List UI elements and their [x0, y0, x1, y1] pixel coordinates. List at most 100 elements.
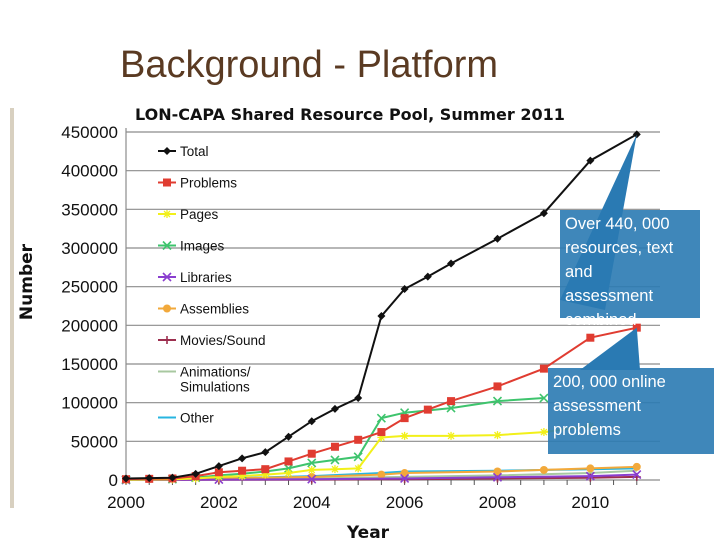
- data-point-assemblies: [632, 462, 641, 471]
- data-point-libraries: [492, 472, 503, 482]
- legend-label: Libraries: [180, 270, 232, 285]
- series-lines: [121, 130, 642, 485]
- callout-1: Over 440, 000 resources, text and assessmen…: [560, 134, 700, 329]
- data-point-total: [330, 404, 339, 413]
- callout-2: 200, 000 online assessment problems: [548, 327, 714, 454]
- legend-marker: [163, 178, 171, 187]
- series-line-pages: [125, 424, 591, 481]
- callout-box: [548, 368, 714, 454]
- legend-item-other: Other: [158, 411, 214, 426]
- data-point-total: [145, 474, 154, 483]
- data-point-pages: [214, 472, 223, 481]
- legend-label: Problems: [180, 176, 237, 191]
- data-point-pages: [261, 470, 270, 479]
- data-point-problems: [214, 468, 223, 477]
- legend-marker: [163, 304, 171, 313]
- data-point-total: [377, 312, 386, 321]
- data-point-assemblies: [539, 465, 548, 474]
- data-point-images: [307, 458, 317, 468]
- series-total: [122, 130, 641, 483]
- data-point-pages: [447, 431, 456, 440]
- data-point-problems: [354, 435, 363, 444]
- x-axis-label: Year: [346, 523, 390, 540]
- legend-item-images: Images: [158, 239, 225, 254]
- data-point-pages: [354, 464, 363, 473]
- callout-text-line: assessment: [553, 397, 641, 415]
- data-point-pages: [284, 469, 293, 478]
- legend-label: Animations/: [180, 365, 251, 380]
- data-point-pages: [400, 431, 409, 440]
- data-point-pages: [539, 428, 548, 437]
- data-point-total: [539, 209, 548, 218]
- callout-text-line: assessment: [565, 287, 653, 305]
- legend-item-movies-sound: Movies/Sound: [158, 333, 266, 348]
- data-point-total: [354, 394, 363, 403]
- legend-item-assemblies: Assemblies: [158, 302, 249, 317]
- y-tick-label: 400000: [61, 162, 118, 181]
- y-tick-label: 200000: [61, 316, 118, 335]
- data-point-total: [261, 448, 270, 457]
- callout-text-line: problems: [553, 421, 621, 439]
- x-tick-label: 2000: [107, 493, 145, 512]
- chart-title: LON-CAPA Shared Resource Pool, Summer 20…: [135, 105, 565, 124]
- data-point-problems: [586, 333, 595, 342]
- data-point-total: [214, 462, 223, 471]
- data-point-libraries: [632, 470, 642, 480]
- data-point-problems: [330, 442, 339, 451]
- x-tick-label: 2010: [571, 493, 609, 512]
- callout-text-line: resources, text: [565, 239, 674, 257]
- legend-item-libraries: Libraries: [158, 270, 232, 285]
- data-point-total: [400, 284, 409, 293]
- data-point-total: [423, 272, 432, 281]
- y-tick-label: 450000: [61, 123, 118, 142]
- callout-text-line: 200, 000 online: [553, 373, 666, 391]
- legend-item-problems: Problems: [158, 176, 237, 191]
- legend-label: Images: [180, 239, 225, 254]
- data-point-pages: [330, 465, 339, 474]
- data-point-libraries: [400, 473, 410, 484]
- y-axis-label: Number: [17, 243, 37, 320]
- data-point-images: [492, 396, 503, 406]
- legend-label: Total: [180, 144, 209, 159]
- legend-label: Other: [180, 411, 214, 426]
- legend-item-animations-simulations: Animations/Simulations: [158, 365, 251, 395]
- data-point-total: [191, 469, 200, 478]
- x-tick-label: 2002: [200, 493, 238, 512]
- legend-marker: [162, 272, 172, 282]
- legend-item-total: Total: [158, 144, 209, 159]
- slide-title: Background - Platform: [120, 44, 499, 86]
- x-tick-label: 2006: [386, 493, 424, 512]
- data-point-problems: [400, 414, 409, 423]
- data-point-total: [307, 417, 316, 426]
- legend-label: Movies/Sound: [180, 333, 266, 348]
- legend-marker: [163, 336, 171, 344]
- data-point-images: [353, 452, 363, 462]
- legend-marker: [162, 240, 172, 251]
- y-tick-label: 50000: [71, 432, 118, 451]
- legend-label: Pages: [180, 207, 219, 222]
- data-point-problems: [377, 428, 386, 437]
- data-point-images: [539, 393, 549, 403]
- data-point-problems: [261, 465, 270, 474]
- legend: Total Problems Pages Images Libraries Assembl…: [158, 144, 266, 426]
- data-point-problems: [307, 449, 316, 458]
- data-point-problems: [284, 457, 293, 466]
- data-point-total: [238, 454, 247, 463]
- data-point-total: [586, 156, 595, 165]
- legend-marker: [163, 210, 171, 218]
- left-decorative-rule: [10, 108, 14, 508]
- data-point-pages: [238, 472, 247, 481]
- callout-text-line: Over 440, 000: [565, 215, 670, 233]
- data-point-total: [447, 259, 456, 268]
- data-point-total: [493, 234, 502, 243]
- y-tick-label: 250000: [61, 278, 118, 297]
- x-tick-label: 2008: [479, 493, 517, 512]
- y-tick-label: 300000: [61, 239, 118, 258]
- data-point-total: [284, 432, 293, 441]
- callout-text-line: combined: [565, 311, 637, 329]
- data-point-pages: [493, 431, 502, 440]
- data-point-libraries: [585, 471, 595, 481]
- legend-label: Simulations: [180, 380, 250, 395]
- callout-pointer: [580, 327, 640, 370]
